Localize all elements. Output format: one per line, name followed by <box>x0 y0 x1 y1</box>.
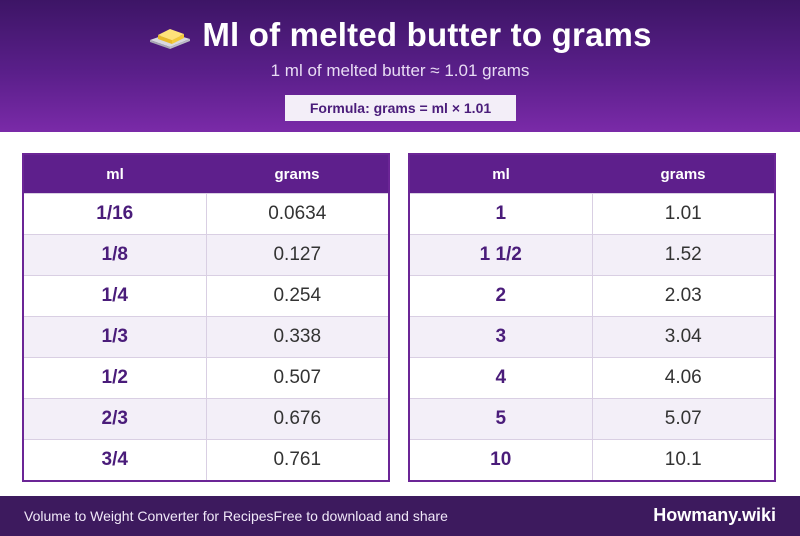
grams-cell: 0.761 <box>206 439 388 480</box>
ml-cell: 2/3 <box>24 398 207 440</box>
grams-cell: 0.0634 <box>206 193 388 235</box>
table-row: 1 1.01 <box>410 193 774 235</box>
ml-cell: 1/3 <box>24 316 207 358</box>
grams-cell: 1.52 <box>592 234 774 276</box>
grams-cell: 0.676 <box>206 398 388 440</box>
ml-cell: 1 1/2 <box>410 234 593 276</box>
table-row: 2 2.03 <box>410 275 774 317</box>
ml-cell: 2 <box>410 275 593 317</box>
page-title: Ml of melted butter to grams <box>202 16 652 53</box>
table-row: 1/8 0.127 <box>24 234 388 276</box>
ml-cell: 1 <box>410 193 593 235</box>
table-row: 1/2 0.507 <box>24 357 388 399</box>
table-row: 4 4.06 <box>410 357 774 399</box>
grams-cell: 0.127 <box>206 234 388 276</box>
table-row: 1 1/2 1.52 <box>410 234 774 276</box>
formula-badge: Formula: grams = ml × 1.01 <box>285 95 516 121</box>
table-row: 3 3.04 <box>410 316 774 358</box>
brand-link[interactable]: Howmany.wiki <box>653 505 776 525</box>
table-header-row: ml grams <box>410 155 774 194</box>
grams-cell: 10.1 <box>592 439 774 480</box>
conversion-table-right: ml grams 1 1.01 1 1/2 1.52 2 2.03 3 3.04 <box>408 153 776 482</box>
ml-cell: 3/4 <box>24 439 207 480</box>
column-header-grams: grams <box>592 155 774 194</box>
ml-cell: 1/8 <box>24 234 207 276</box>
grams-cell: 1.01 <box>592 193 774 235</box>
grams-cell: 0.338 <box>206 316 388 358</box>
table-row: 1/4 0.254 <box>24 275 388 317</box>
table-row: 10 10.1 <box>410 439 774 480</box>
grams-cell: 5.07 <box>592 398 774 440</box>
table-row: 3/4 0.761 <box>24 439 388 480</box>
ml-cell: 10 <box>410 439 593 480</box>
conversion-table-left: ml grams 1/16 0.0634 1/8 0.127 1/4 0.254… <box>22 153 390 482</box>
ml-cell: 3 <box>410 316 593 358</box>
butter-icon <box>150 29 191 49</box>
ml-cell: 4 <box>410 357 593 399</box>
table-row: 1/16 0.0634 <box>24 193 388 235</box>
ml-cell: 5 <box>410 398 593 440</box>
grams-cell: 3.04 <box>592 316 774 358</box>
column-header-ml: ml <box>24 155 206 194</box>
table-row: 2/3 0.676 <box>24 398 388 440</box>
subtitle: 1 ml of melted butter ≈ 1.01 grams <box>270 61 530 80</box>
header-banner: Ml of melted butter to grams 1 ml of mel… <box>0 0 800 132</box>
ml-cell: 1/4 <box>24 275 207 317</box>
ml-cell: 1/2 <box>24 357 207 399</box>
grams-cell: 4.06 <box>592 357 774 399</box>
column-header-ml: ml <box>410 155 592 194</box>
grams-cell: 2.03 <box>592 275 774 317</box>
grams-cell: 0.507 <box>206 357 388 399</box>
table-row: 1/3 0.338 <box>24 316 388 358</box>
table-header-row: ml grams <box>24 155 388 194</box>
title-row: Ml of melted butter to grams <box>0 14 800 56</box>
ml-cell: 1/16 <box>24 193 207 235</box>
table-row: 5 5.07 <box>410 398 774 440</box>
footer-text: Volume to Weight Converter for RecipesFr… <box>24 508 448 524</box>
footer-bar: Volume to Weight Converter for RecipesFr… <box>0 496 800 536</box>
column-header-grams: grams <box>206 155 388 194</box>
grams-cell: 0.254 <box>206 275 388 317</box>
